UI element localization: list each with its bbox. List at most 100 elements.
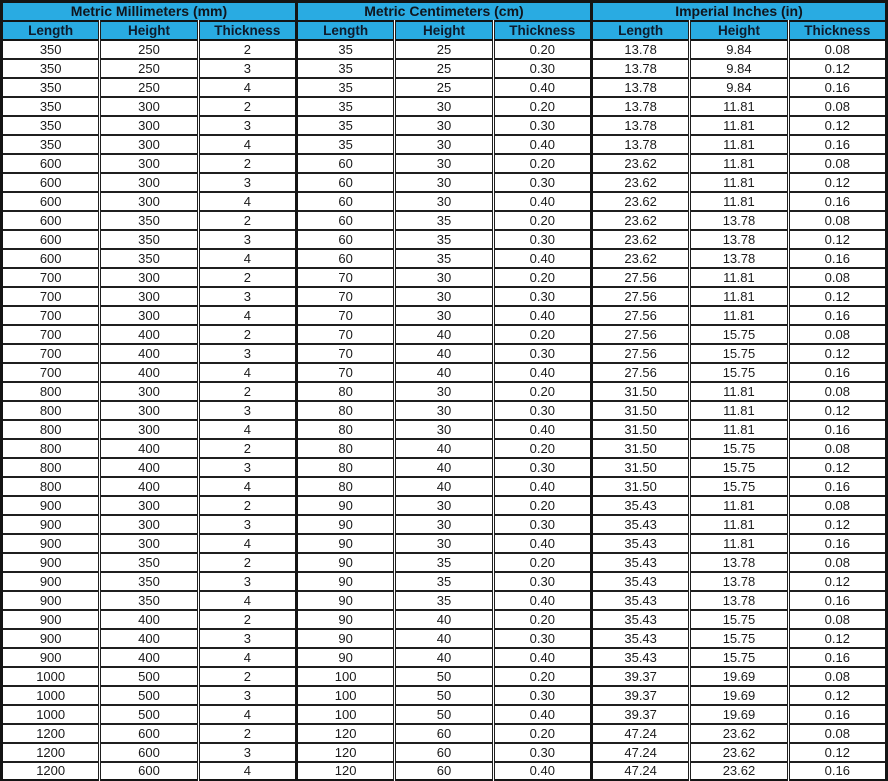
cell-cm-length: 35 [294, 95, 395, 117]
table-row: 800 400 2 80 40 0.20 31.50 15.75 0.08 [0, 437, 887, 459]
cell-mm-thickness: 3 [196, 342, 297, 364]
cell-cm-height: 30 [393, 494, 494, 516]
cell-cm-thickness: 0.20 [491, 551, 592, 573]
cell-mm-thickness: 4 [196, 418, 297, 440]
cell-mm-length: 350 [0, 133, 100, 155]
cell-cm-height: 30 [393, 133, 494, 155]
cell-mm-height: 300 [98, 152, 199, 174]
cell-in-length: 35.43 [589, 589, 690, 611]
cell-mm-height: 300 [98, 380, 199, 402]
cell-mm-length: 900 [0, 551, 100, 573]
cell-in-height: 11.81 [688, 114, 789, 136]
cell-cm-length: 90 [294, 551, 395, 573]
cell-in-thickness: 0.12 [786, 171, 887, 193]
cell-cm-length: 90 [294, 532, 395, 554]
cell-in-height: 11.81 [688, 171, 789, 193]
cell-cm-height: 35 [393, 247, 494, 269]
cell-cm-thickness: 0.20 [491, 38, 592, 60]
column-header-mm-height: Height [98, 20, 199, 41]
cell-mm-height: 300 [98, 171, 199, 193]
cell-mm-thickness: 2 [196, 152, 297, 174]
cell-cm-thickness: 0.30 [491, 456, 592, 478]
cell-cm-thickness: 0.40 [491, 475, 592, 497]
cell-mm-length: 350 [0, 76, 100, 98]
cell-in-height: 11.81 [688, 513, 789, 535]
cell-in-thickness: 0.16 [786, 247, 887, 269]
table-row: 800 400 4 80 40 0.40 31.50 15.75 0.16 [0, 475, 887, 497]
cell-cm-height: 50 [393, 684, 494, 706]
cell-mm-thickness: 2 [196, 722, 297, 744]
table-row: 900 350 2 90 35 0.20 35.43 13.78 0.08 [0, 551, 887, 573]
cell-mm-height: 300 [98, 114, 199, 136]
cell-in-height: 11.81 [688, 399, 789, 421]
cell-cm-height: 25 [393, 57, 494, 79]
cell-mm-thickness: 4 [196, 190, 297, 212]
cell-in-thickness: 0.12 [786, 228, 887, 250]
cell-in-height: 9.84 [688, 57, 789, 79]
cell-mm-thickness: 2 [196, 323, 297, 345]
cell-cm-thickness: 0.40 [491, 532, 592, 554]
table-row: 600 300 3 60 30 0.30 23.62 11.81 0.12 [0, 171, 887, 193]
cell-cm-thickness: 0.40 [491, 361, 592, 383]
cell-mm-thickness: 4 [196, 760, 297, 781]
cell-mm-height: 400 [98, 342, 199, 364]
cell-in-thickness: 0.16 [786, 133, 887, 155]
cell-mm-length: 600 [0, 228, 100, 250]
cell-in-thickness: 0.08 [786, 551, 887, 573]
cell-in-height: 11.81 [688, 133, 789, 155]
cell-cm-thickness: 0.40 [491, 760, 592, 781]
cell-cm-thickness: 0.40 [491, 190, 592, 212]
cell-cm-thickness: 0.30 [491, 171, 592, 193]
table-row: 350 250 2 35 25 0.20 13.78 9.84 0.08 [0, 38, 887, 60]
cell-in-height: 11.81 [688, 266, 789, 288]
table-row: 1000 500 2 100 50 0.20 39.37 19.69 0.08 [0, 665, 887, 687]
cell-cm-height: 30 [393, 418, 494, 440]
cell-cm-height: 30 [393, 266, 494, 288]
cell-in-height: 19.69 [688, 703, 789, 725]
cell-mm-height: 250 [98, 57, 199, 79]
cell-cm-height: 60 [393, 722, 494, 744]
cell-in-thickness: 0.16 [786, 361, 887, 383]
cell-cm-height: 30 [393, 152, 494, 174]
cell-mm-height: 300 [98, 266, 199, 288]
cell-cm-thickness: 0.40 [491, 646, 592, 668]
cell-cm-length: 35 [294, 57, 395, 79]
table-row: 700 400 2 70 40 0.20 27.56 15.75 0.08 [0, 323, 887, 345]
cell-in-length: 31.50 [589, 456, 690, 478]
cell-in-thickness: 0.12 [786, 741, 887, 763]
cell-cm-length: 120 [294, 741, 395, 763]
cell-mm-thickness: 3 [196, 57, 297, 79]
cell-mm-height: 600 [98, 760, 199, 781]
cell-mm-length: 800 [0, 418, 100, 440]
cell-cm-thickness: 0.20 [491, 494, 592, 516]
cell-cm-height: 30 [393, 114, 494, 136]
cell-mm-thickness: 4 [196, 247, 297, 269]
cell-cm-height: 30 [393, 380, 494, 402]
cell-in-thickness: 0.08 [786, 38, 887, 60]
cell-mm-thickness: 2 [196, 38, 297, 60]
cell-in-height: 13.78 [688, 589, 789, 611]
cell-in-thickness: 0.12 [786, 570, 887, 592]
cell-cm-height: 40 [393, 646, 494, 668]
table-row: 1000 500 4 100 50 0.40 39.37 19.69 0.16 [0, 703, 887, 725]
cell-cm-length: 60 [294, 152, 395, 174]
cell-cm-thickness: 0.30 [491, 684, 592, 706]
cell-in-height: 13.78 [688, 551, 789, 573]
cell-in-length: 35.43 [589, 608, 690, 630]
cell-mm-height: 350 [98, 247, 199, 269]
table-row: 600 300 4 60 30 0.40 23.62 11.81 0.16 [0, 190, 887, 212]
cell-cm-length: 90 [294, 513, 395, 535]
cell-mm-height: 400 [98, 475, 199, 497]
table-row: 900 300 2 90 30 0.20 35.43 11.81 0.08 [0, 494, 887, 516]
cell-cm-height: 60 [393, 760, 494, 781]
cell-mm-height: 400 [98, 437, 199, 459]
cell-in-length: 47.24 [589, 741, 690, 763]
cell-in-height: 11.81 [688, 95, 789, 117]
cell-mm-height: 500 [98, 684, 199, 706]
cell-mm-height: 500 [98, 703, 199, 725]
cell-mm-thickness: 3 [196, 171, 297, 193]
cell-in-thickness: 0.08 [786, 95, 887, 117]
cell-cm-length: 90 [294, 627, 395, 649]
table-row: 600 350 4 60 35 0.40 23.62 13.78 0.16 [0, 247, 887, 269]
